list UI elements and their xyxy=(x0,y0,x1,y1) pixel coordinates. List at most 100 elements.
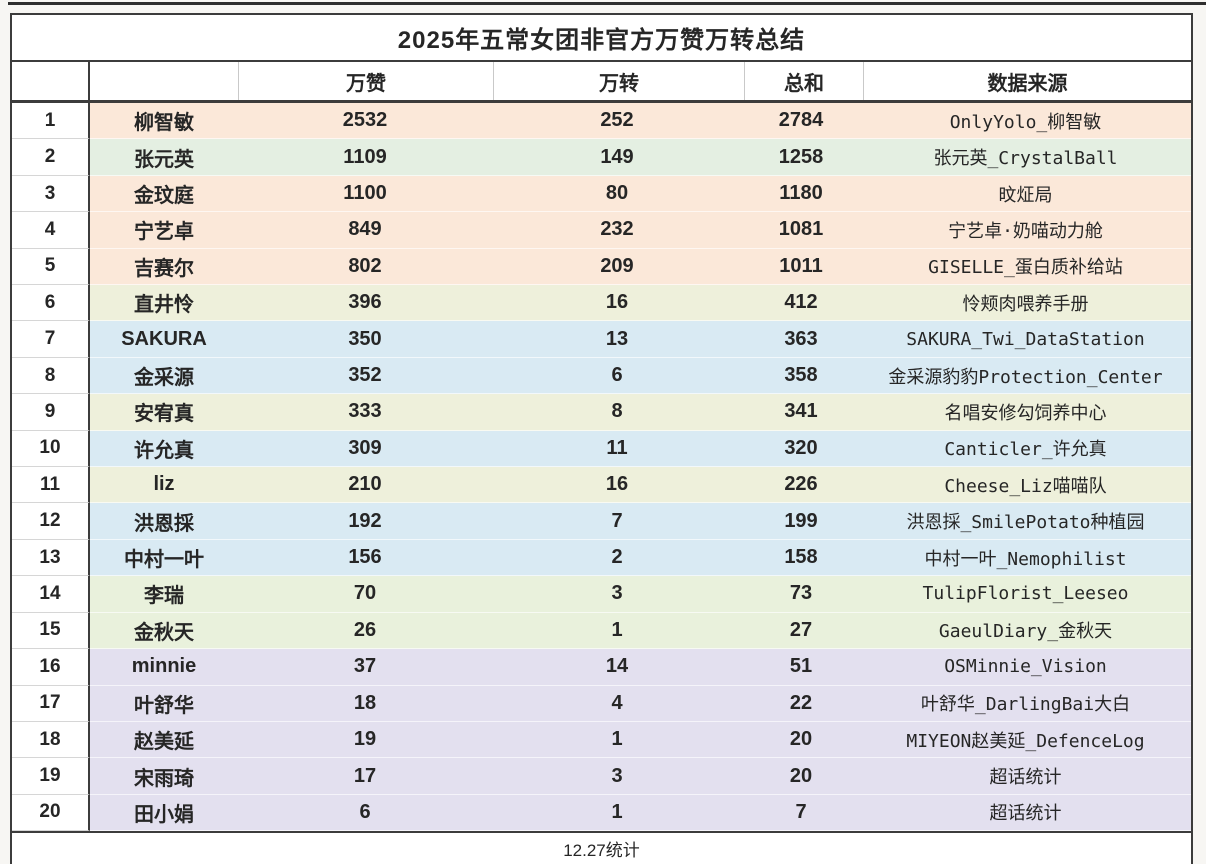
source-cell: OSMinnie_Vision xyxy=(944,656,1107,678)
footer-note: 12.27统计 xyxy=(12,831,1191,864)
total-cell: 27 xyxy=(789,618,813,641)
rank-cell: 3 xyxy=(12,175,90,213)
row-color-band: 李瑞 70 3 73 TulipFlorist_Leeseo xyxy=(90,576,1191,613)
member-name-cell: 许允真 xyxy=(134,439,194,462)
likes-cell: 70 xyxy=(353,582,377,605)
rank-cell: 14 xyxy=(12,576,90,613)
table-row: 19 宋雨琦 17 3 20 超话统计 xyxy=(12,758,1191,795)
member-name-cell: 叶舒华 xyxy=(134,694,194,717)
member-name-cell: 中村一叶 xyxy=(124,549,204,572)
source-cell: 名唱安修勾饲养中心 xyxy=(944,402,1107,424)
member-name-cell: 张元英 xyxy=(134,148,194,171)
likes-cell: 156 xyxy=(348,546,382,569)
table-row: 2 张元英 1109 149 1258 张元英_CrystalBall xyxy=(12,139,1191,176)
summary-table: 2025年五常女团非官方万赞万转总结 万赞 万转 总和 数据来源 1 柳智敏 2… xyxy=(10,13,1193,864)
total-cell: 341 xyxy=(784,400,818,423)
rank-cell: 12 xyxy=(12,503,90,540)
member-name-cell: 宋雨琦 xyxy=(134,767,194,790)
total-cell: 226 xyxy=(784,473,818,496)
source-cell: 怜颊肉喂养手册 xyxy=(962,293,1089,315)
page-title: 2025年五常女团非官方万赞万转总结 xyxy=(12,15,1191,62)
source-cell: 超话统计 xyxy=(989,767,1062,789)
reposts-cell: 2 xyxy=(611,546,623,569)
source-cell: SAKURA_Twi_DataStation xyxy=(906,328,1145,350)
rank-cell: 7 xyxy=(12,321,90,358)
row-color-band: 柳智敏 2532 252 2784 OnlyYolo_柳智敏 xyxy=(90,103,1191,140)
source-cell: 张元英_CrystalBall xyxy=(933,148,1118,170)
table-row: 4 宁艺卓 849 232 1081 宁艺卓·奶喵动力舱 xyxy=(12,212,1191,249)
rank-cell: 19 xyxy=(12,758,90,795)
member-name-cell: 赵美延 xyxy=(134,731,194,754)
member-name-cell: 宁艺卓 xyxy=(134,221,194,244)
likes-cell: 2532 xyxy=(342,109,388,132)
likes-cell: 333 xyxy=(348,400,382,423)
likes-cell: 19 xyxy=(353,728,377,751)
member-name-cell: minnie xyxy=(131,655,197,678)
member-name-cell: 安宥真 xyxy=(134,403,194,426)
reposts-cell: 6 xyxy=(611,364,623,387)
table-row: 15 金秋天 26 1 27 GaeulDiary_金秋天 xyxy=(12,612,1191,650)
source-cell: GISELLE_蛋白质补给站 xyxy=(928,257,1123,279)
member-name-cell: 金采源 xyxy=(134,367,194,390)
table-row: 20 田小娟 6 1 7 超话统计 xyxy=(12,794,1191,832)
source-cell: Canticler_许允真 xyxy=(944,439,1107,461)
reposts-cell: 3 xyxy=(611,764,623,787)
row-color-band: 宋雨琦 17 3 20 超话统计 xyxy=(90,758,1191,795)
total-cell: 363 xyxy=(784,327,818,350)
rank-cell: 6 xyxy=(12,285,90,322)
row-color-band: SAKURA 350 13 363 SAKURA_Twi_DataStation xyxy=(90,321,1191,358)
table-row: 16 minnie 37 14 51 OSMinnie_Vision xyxy=(12,649,1191,686)
likes-cell: 309 xyxy=(348,436,382,459)
reposts-cell: 3 xyxy=(611,582,623,605)
row-color-band: 洪恩採 192 7 199 洪恩採_SmilePotato种植园 xyxy=(90,503,1191,540)
likes-cell: 350 xyxy=(348,327,382,350)
rank-cell: 16 xyxy=(12,649,90,686)
likes-cell: 37 xyxy=(353,655,377,678)
header-total: 总和 xyxy=(744,62,863,100)
member-name-cell: SAKURA xyxy=(121,327,207,350)
total-cell: 7 xyxy=(795,800,807,823)
total-cell: 1180 xyxy=(779,182,823,205)
table-row: 13 中村一叶 156 2 158 中村一叶_Nemophilist xyxy=(12,539,1191,577)
total-cell: 358 xyxy=(784,364,818,387)
total-cell: 1011 xyxy=(779,254,823,277)
row-color-band: 直井怜 396 16 412 怜颊肉喂养手册 xyxy=(90,285,1191,322)
total-cell: 2784 xyxy=(778,109,824,132)
rank-cell: 11 xyxy=(12,467,90,504)
table-row: 10 许允真 309 11 320 Canticler_许允真 xyxy=(12,430,1191,468)
reposts-cell: 209 xyxy=(600,254,634,277)
row-color-band: 安宥真 333 8 341 名唱安修勾饲养中心 xyxy=(90,394,1191,431)
row-color-band: 许允真 309 11 320 Canticler_许允真 xyxy=(90,430,1191,468)
member-name-cell: 吉赛尔 xyxy=(134,257,194,280)
reposts-cell: 13 xyxy=(605,327,629,350)
table-row: 12 洪恩採 192 7 199 洪恩採_SmilePotato种植园 xyxy=(12,503,1191,540)
table-row: 11 liz 210 16 226 Cheese_Liz喵喵队 xyxy=(12,467,1191,504)
likes-cell: 6 xyxy=(359,800,371,823)
header-reposts: 万转 xyxy=(493,62,744,100)
rank-cell: 1 xyxy=(12,103,90,140)
rank-cell: 9 xyxy=(12,394,90,431)
likes-cell: 18 xyxy=(353,691,377,714)
source-cell: 超话统计 xyxy=(989,803,1062,825)
rank-cell: 13 xyxy=(12,539,90,577)
reposts-cell: 1 xyxy=(611,728,623,751)
reposts-cell: 80 xyxy=(605,182,629,205)
likes-cell: 352 xyxy=(348,364,382,387)
likes-cell: 802 xyxy=(348,254,382,277)
rank-cell: 18 xyxy=(12,721,90,759)
rank-cell: 17 xyxy=(12,685,90,722)
source-cell: 叶舒华_DarlingBai大白 xyxy=(920,694,1131,716)
source-cell: 中村一叶_Nemophilist xyxy=(924,548,1127,570)
reposts-cell: 11 xyxy=(606,436,628,459)
reposts-cell: 16 xyxy=(605,291,629,314)
likes-cell: 17 xyxy=(353,764,377,787)
table-row: 7 SAKURA 350 13 363 SAKURA_Twi_DataStati… xyxy=(12,321,1191,358)
row-color-band: minnie 37 14 51 OSMinnie_Vision xyxy=(90,649,1191,686)
screenshot-top-divider xyxy=(8,2,1206,5)
total-cell: 20 xyxy=(789,764,813,787)
row-color-band: 田小娟 6 1 7 超话统计 xyxy=(90,794,1191,832)
member-name-cell: 直井怜 xyxy=(134,294,194,317)
row-color-band: 金秋天 26 1 27 GaeulDiary_金秋天 xyxy=(90,612,1191,650)
rank-cell: 10 xyxy=(12,430,90,468)
likes-cell: 1100 xyxy=(343,182,387,205)
